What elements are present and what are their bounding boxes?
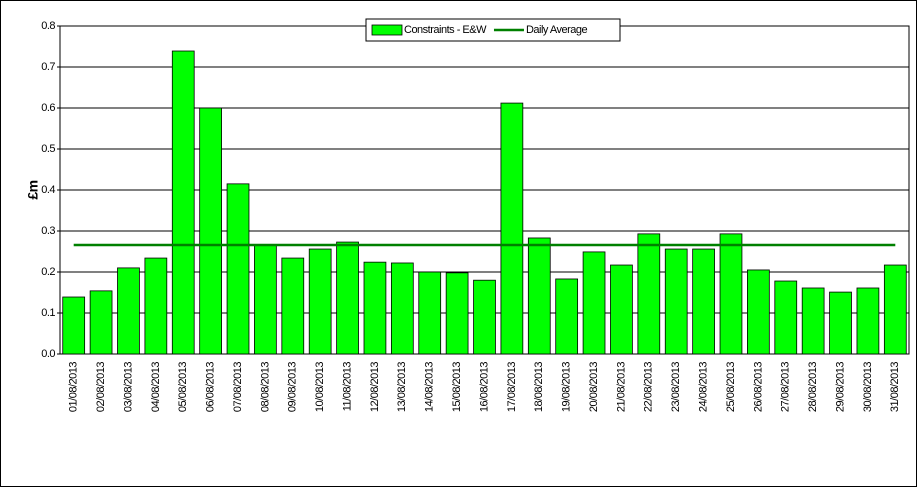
bar (829, 291, 852, 355)
x-tick-label: 14/08/2013 (424, 362, 436, 412)
x-tick-label: 01/08/2013 (68, 362, 80, 412)
legend-label: Constraints - E&W (404, 24, 487, 36)
x-tick-label: 31/08/2013 (889, 362, 901, 412)
legend: Constraints - E&W Daily Average (365, 18, 621, 42)
bar (856, 287, 880, 355)
y-tick-label: 0.6 (41, 102, 55, 114)
x-tick-label: 08/08/2013 (259, 362, 271, 412)
bar (637, 233, 661, 355)
bar (171, 50, 195, 355)
y-tick-label: 0.1 (41, 307, 55, 319)
x-tick-label: 21/08/2013 (615, 362, 627, 412)
x-tick-label: 03/08/2013 (122, 362, 134, 412)
x-tick-label: 07/08/2013 (232, 362, 244, 412)
x-tick-label: 09/08/2013 (287, 362, 299, 412)
y-tick-label: 0.7 (41, 61, 55, 73)
y-tick-label: 0.2 (41, 266, 55, 278)
x-tick-label: 18/08/2013 (533, 362, 545, 412)
bar (883, 264, 907, 355)
x-tick-label: 29/08/2013 (834, 362, 846, 412)
bar (62, 296, 86, 355)
bar (418, 271, 442, 355)
x-tick-label: 17/08/2013 (506, 362, 518, 412)
bar (582, 251, 606, 355)
bar (801, 287, 825, 355)
bar (199, 107, 222, 355)
y-tick-label: 0.8 (41, 20, 55, 32)
bar (308, 248, 332, 355)
x-tick-label: 04/08/2013 (150, 362, 162, 412)
x-tick-label: 27/08/2013 (780, 362, 792, 412)
y-tick-label: 0.0 (41, 348, 55, 360)
x-tick-label: 12/08/2013 (369, 362, 381, 412)
x-tick-label: 19/08/2013 (561, 362, 573, 412)
x-tick-label: 10/08/2013 (314, 362, 326, 412)
bar (281, 257, 305, 355)
bar (774, 280, 798, 355)
bar (527, 237, 551, 355)
bar (363, 261, 387, 355)
x-tick-label: 26/08/2013 (752, 362, 764, 412)
legend-label: Daily Average (526, 24, 588, 36)
y-tick-label: 0.5 (41, 143, 55, 155)
x-tick-label: 24/08/2013 (698, 362, 710, 412)
x-tick-label: 25/08/2013 (725, 362, 737, 412)
x-tick-label: 16/08/2013 (478, 362, 490, 412)
bar (719, 233, 743, 355)
y-tick-label: 0.4 (41, 184, 55, 196)
x-tick-label: 30/08/2013 (862, 362, 874, 412)
x-tick-label: 15/08/2013 (451, 362, 463, 412)
bar (445, 272, 469, 355)
bar (473, 279, 496, 355)
x-tick-label: 20/08/2013 (588, 362, 600, 412)
y-axis-label: £m (25, 180, 41, 199)
bar (226, 183, 250, 355)
bar (610, 264, 633, 355)
legend-swatch (371, 24, 403, 36)
bar (692, 248, 715, 355)
bar (390, 262, 414, 355)
bar (664, 248, 688, 355)
legend-box (365, 18, 621, 42)
bar (500, 102, 524, 355)
bar (555, 278, 579, 355)
x-tick-label: 06/08/2013 (205, 362, 217, 412)
bar (144, 257, 168, 355)
bar (89, 290, 113, 355)
x-tick-label: 13/08/2013 (396, 362, 408, 412)
bar (747, 269, 770, 355)
x-tick-label: 28/08/2013 (807, 362, 819, 412)
bar (254, 244, 277, 355)
y-tick-label: 0.3 (41, 225, 55, 237)
x-tick-label: 05/08/2013 (177, 362, 189, 412)
x-tick-label: 23/08/2013 (670, 362, 682, 412)
bar (117, 267, 140, 355)
bar (336, 241, 359, 355)
x-tick-label: 02/08/2013 (95, 362, 107, 412)
x-tick-label: 22/08/2013 (643, 362, 655, 412)
x-tick-label: 11/08/2013 (341, 362, 353, 412)
